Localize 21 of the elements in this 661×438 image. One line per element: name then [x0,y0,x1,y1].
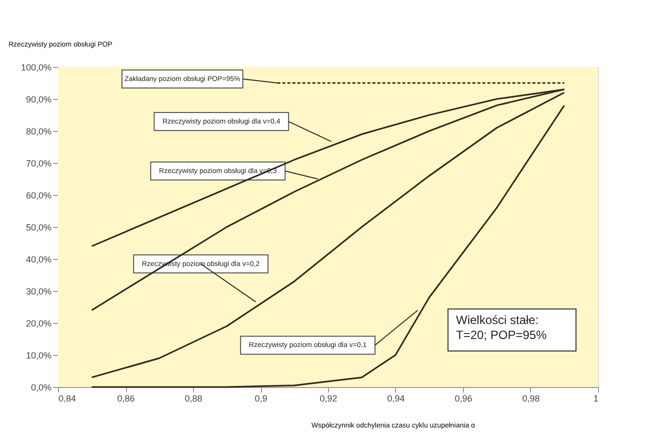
y-tick-label: 80,0% [26,126,52,136]
x-tick-label: 0,96 [454,394,472,404]
y-tick-label: 20,0% [26,318,52,328]
annotation: Wielkości stałe: T=20; POP=95% [456,313,548,342]
x-tick-label: 0,92 [320,394,338,404]
y-tick-label: 90,0% [26,94,52,104]
y-tick-label: 0,0% [30,382,52,392]
x-tick-label: 0,88 [184,394,202,404]
x-tick-label: 0,98 [522,394,540,404]
y-tick-label: 50,0% [26,222,52,232]
y-tick-label: 100,0% [20,62,52,72]
x-tick-label: 0,94 [387,394,405,404]
x-tick-label: 0,84 [58,394,76,404]
x-tick-label: 0,9 [254,394,268,404]
y-tick-label: 40,0% [26,254,52,264]
x-tick-label: 1 [593,394,598,404]
y-tick-label: 60,0% [26,190,52,200]
y-tick-label: 10,0% [26,350,52,360]
x-tick-label: 0,86 [117,394,135,404]
y-tick-label: 70,0% [26,158,52,168]
y-tick-label: 30,0% [26,286,52,296]
